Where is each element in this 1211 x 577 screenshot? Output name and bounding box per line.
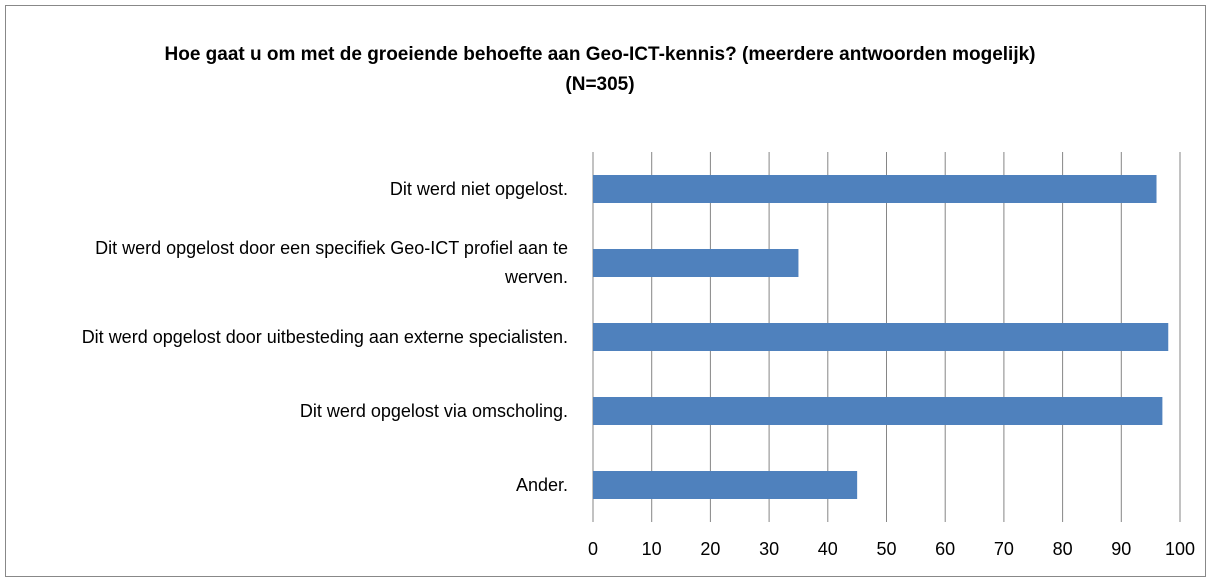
x-tick-label: 0	[588, 539, 598, 559]
x-tick-label: 40	[818, 539, 838, 559]
bar	[593, 249, 799, 277]
y-tick-label: Dit werd opgelost door een specifiek Geo…	[95, 238, 568, 287]
y-tick-label: Dit werd niet opgelost.	[389, 178, 568, 199]
y-tick-label: Dit werd opgelost door uitbesteding aan …	[81, 326, 568, 347]
y-tick-label: Ander.	[515, 474, 568, 495]
x-tick-label: 20	[700, 539, 720, 559]
bar	[593, 471, 858, 499]
x-tick-label: 60	[935, 539, 955, 559]
x-tick-label: 100	[1165, 539, 1195, 559]
x-tick-label: 10	[642, 539, 662, 559]
bar	[593, 175, 1157, 203]
y-tick-label: Dit werd opgelost via omscholing.	[299, 400, 568, 421]
x-tick-label: 30	[759, 539, 779, 559]
x-tick-label: 70	[994, 539, 1014, 559]
bar	[593, 397, 1163, 425]
x-tick-label: 90	[1111, 539, 1131, 559]
bar	[593, 323, 1169, 351]
x-tick-label: 80	[1053, 539, 1073, 559]
x-tick-label: 50	[876, 539, 896, 559]
chart-title: Hoe gaat u om met de groeiende behoefte …	[164, 44, 1036, 95]
